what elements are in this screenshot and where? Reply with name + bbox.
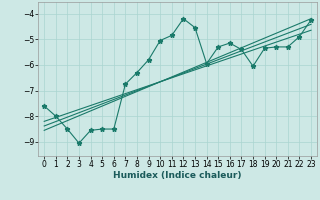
X-axis label: Humidex (Indice chaleur): Humidex (Indice chaleur) (113, 171, 242, 180)
